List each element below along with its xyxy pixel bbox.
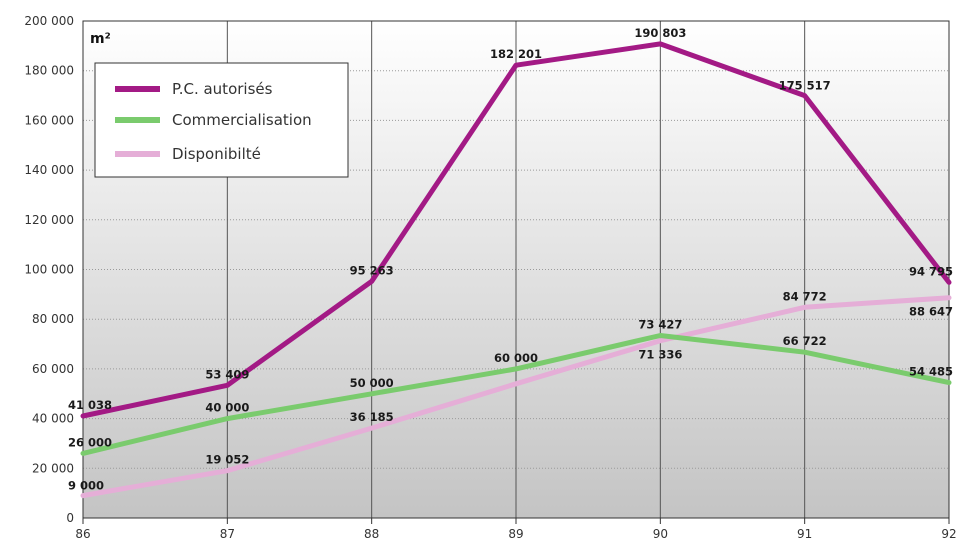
data-label: 71 336	[638, 348, 682, 362]
data-label: 84 772	[783, 289, 827, 303]
series-lines	[80, 41, 952, 499]
series-line-2	[80, 295, 952, 499]
y-tick-label: 40 000	[32, 412, 74, 426]
x-tick-label: 88	[364, 527, 379, 541]
data-label: 182 201	[490, 47, 542, 61]
y-tick-label: 180 000	[24, 64, 74, 78]
data-labels: 41 038 53 409 95 263 182 201 190 803 175 517 9…	[68, 26, 953, 493]
data-label: 95 263	[350, 263, 394, 277]
y-tick-label: 140 000	[24, 163, 74, 177]
y-tick-label: 0	[66, 511, 74, 525]
data-label: 53 409	[205, 367, 249, 381]
data-label: 54 485	[909, 365, 953, 379]
data-label: 60 000	[494, 351, 538, 365]
data-label: 66 722	[783, 334, 827, 348]
data-label: 9 000	[68, 479, 104, 493]
data-label: 36 185	[350, 410, 394, 424]
axes: 0 20 000 40 000 60 000 80 000 100 000 120 000 1…	[24, 14, 956, 541]
data-label: 50 000	[350, 376, 394, 390]
y-tick-label: 100 000	[24, 263, 74, 277]
x-tick-label: 89	[508, 527, 523, 541]
y-tick-label: 200 000	[24, 14, 74, 28]
legend-label-commercialisation: Commercialisation	[172, 111, 312, 129]
data-label: 94 795	[909, 264, 953, 278]
data-label: 40 000	[205, 401, 249, 415]
y-tick-label: 60 000	[32, 362, 74, 376]
y-tick-label: 120 000	[24, 213, 74, 227]
data-label: 73 427	[638, 318, 682, 332]
data-label: 88 647	[909, 305, 953, 319]
data-label: 26 000	[68, 435, 112, 449]
x-tick-label: 91	[797, 527, 812, 541]
y-tick-label: 80 000	[32, 312, 74, 326]
data-label: 175 517	[779, 79, 831, 93]
unit-label: m²	[90, 31, 111, 47]
x-tick-label: 87	[220, 527, 235, 541]
y-tick-label: 160 000	[24, 113, 74, 127]
data-label: 19 052	[205, 453, 249, 467]
series-line-1	[80, 333, 952, 456]
x-tick-label: 92	[941, 527, 956, 541]
legend-label-pc: P.C. autorisés	[172, 80, 273, 98]
series-line-0	[80, 41, 952, 419]
data-label: 190 803	[634, 26, 686, 40]
x-tick-label: 90	[653, 527, 668, 541]
legend-label-disponibilite: Disponibilté	[172, 145, 261, 163]
x-tick-label: 86	[75, 527, 90, 541]
legend: P.C. autorisés Commercialisation Disponi…	[94, 62, 349, 178]
y-tick-label: 20 000	[32, 461, 74, 475]
data-label: 41 038	[68, 398, 112, 412]
